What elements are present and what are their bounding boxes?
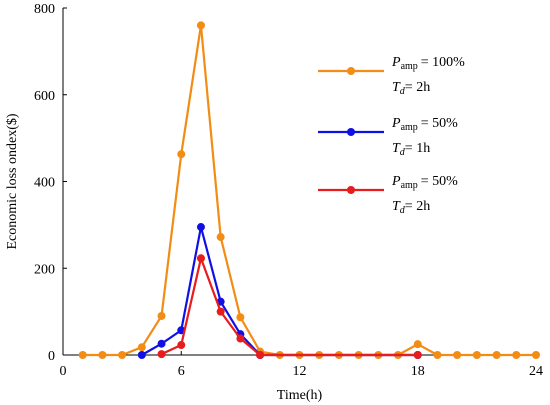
legend-entry-2: Pamp = 50% Td= 1h	[318, 116, 458, 158]
series-1-point	[177, 150, 186, 159]
legend-p-symbol: P	[391, 55, 401, 70]
series-1-point	[137, 343, 146, 352]
series-1-segment	[160, 154, 183, 317]
series-1-point	[118, 351, 127, 359]
legend-t-value: = 1h	[405, 141, 430, 156]
series-1-point	[157, 311, 166, 320]
legend-t-symbol: T	[392, 199, 401, 214]
x-tick-label: 24	[529, 364, 543, 379]
series-1-segment	[239, 316, 262, 353]
x-tick-label: 0	[60, 364, 67, 379]
series-2-segment	[180, 226, 203, 331]
legend-p-symbol: P	[391, 116, 401, 131]
legend-p-symbol: P	[391, 174, 401, 189]
series-2-point	[196, 223, 205, 232]
legend-p-value: = 50%	[421, 174, 458, 189]
series-1-point	[236, 313, 245, 322]
x-tick-label: 6	[178, 364, 185, 379]
series-1-point	[413, 340, 422, 349]
series-3-point	[256, 351, 265, 359]
series-3-point	[216, 307, 225, 316]
legend-t-sub: d	[400, 205, 406, 216]
series-1-segment	[199, 25, 222, 238]
y-tick-label: 0	[48, 349, 55, 364]
series-3-segment	[199, 257, 222, 313]
legend-t-value: = 2h	[405, 199, 430, 214]
series-3-point	[196, 254, 205, 263]
y-tick-label: 400	[34, 176, 55, 191]
series-1-segment	[140, 315, 163, 348]
axes: 0 6 12 18 24 0 200 400 600 800	[34, 2, 543, 379]
legend-entry-3: Pamp = 50% Td= 2h	[318, 174, 458, 216]
series-3-segment	[239, 337, 261, 356]
legend-t-sub: d	[400, 86, 406, 97]
legend-p-value: = 50%	[421, 116, 458, 131]
series-1-point	[492, 351, 501, 359]
legend-label-td: Td= 2h	[392, 199, 430, 216]
legend-label-pamp: Pamp = 50%	[391, 116, 458, 133]
series-3-segment	[180, 258, 203, 346]
legend-swatch-point	[347, 128, 355, 136]
series-1-point	[433, 351, 442, 359]
series-3-point	[413, 351, 422, 359]
series-1-segment	[219, 236, 242, 318]
series-1-point	[472, 351, 481, 359]
legend-label-pamp: Pamp = 50%	[391, 174, 458, 191]
legend-swatch-point	[347, 186, 355, 194]
legend-t-value: = 2h	[405, 80, 430, 95]
series-2	[137, 223, 422, 359]
series-2-segment	[199, 226, 222, 302]
y-axis-label: Economic loss ondex($)	[5, 113, 20, 249]
series-1-point	[216, 233, 225, 242]
series-1-point	[453, 351, 462, 359]
series-3-point	[177, 341, 186, 350]
series-1-point	[532, 351, 540, 359]
legend-label-td: Td= 2h	[392, 80, 430, 97]
series-2-point	[157, 339, 166, 348]
series-1-point	[196, 21, 205, 30]
series-3-point	[157, 350, 166, 359]
series-1-point	[98, 351, 107, 359]
legend-p-sub: amp	[401, 180, 418, 191]
series-2-point	[137, 351, 146, 359]
legend-label-td: Td= 1h	[392, 141, 430, 158]
legend-t-sub: d	[400, 147, 406, 158]
legend-t-symbol: T	[392, 141, 401, 156]
x-axis-label: Time(h)	[277, 388, 323, 403]
series-3-point	[236, 334, 245, 343]
series-3-segment	[219, 310, 242, 340]
y-tick-label: 600	[34, 89, 55, 104]
series-3	[157, 254, 422, 359]
y-tick-label: 200	[34, 262, 55, 277]
x-tick-label: 12	[293, 364, 307, 379]
legend-entry-1: Pamp = 100% Td= 2h	[318, 55, 465, 97]
series-1-point	[78, 351, 87, 359]
legend-p-sub: amp	[401, 61, 418, 72]
legend-swatch-point	[347, 67, 355, 75]
series-2-segment	[219, 301, 242, 335]
series-layer	[78, 21, 540, 359]
series-1	[78, 21, 540, 359]
series-1-segment	[180, 25, 203, 155]
legend-p-value: = 100%	[421, 55, 465, 70]
legend-p-sub: amp	[401, 122, 418, 133]
y-tick-label: 800	[34, 2, 55, 17]
series-1-point	[512, 351, 521, 359]
legend-t-symbol: T	[392, 80, 401, 95]
x-tick-label: 18	[411, 364, 425, 379]
legend-label-pamp: Pamp = 100%	[391, 55, 465, 72]
